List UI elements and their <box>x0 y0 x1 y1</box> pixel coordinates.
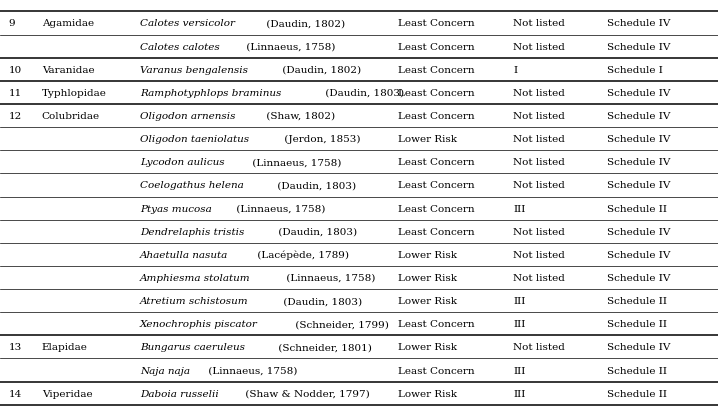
Text: Schedule IV: Schedule IV <box>607 112 670 121</box>
Text: Coelogathus helena: Coelogathus helena <box>140 181 243 190</box>
Text: (Daudin, 1802): (Daudin, 1802) <box>263 19 345 28</box>
Text: Oligodon arnensis: Oligodon arnensis <box>140 112 236 121</box>
Text: Least Concern: Least Concern <box>398 66 475 75</box>
Text: Bungarus caeruleus: Bungarus caeruleus <box>140 342 245 351</box>
Text: Schedule IV: Schedule IV <box>607 158 670 167</box>
Text: (Linnaeus, 1758): (Linnaeus, 1758) <box>249 158 342 167</box>
Text: Lower Risk: Lower Risk <box>398 273 457 282</box>
Text: Schedule I: Schedule I <box>607 66 663 75</box>
Text: Not listed: Not listed <box>513 250 565 259</box>
Text: Varanidae: Varanidae <box>42 66 94 75</box>
Text: 10: 10 <box>9 66 22 75</box>
Text: Elapidae: Elapidae <box>42 342 88 351</box>
Text: 9: 9 <box>9 19 15 28</box>
Text: Least Concern: Least Concern <box>398 181 475 190</box>
Text: Schedule II: Schedule II <box>607 204 667 213</box>
Text: Least Concern: Least Concern <box>398 19 475 28</box>
Text: Ramphotyphlops braminus: Ramphotyphlops braminus <box>140 89 281 97</box>
Text: Schedule IV: Schedule IV <box>607 181 670 190</box>
Text: (Daudin, 1803): (Daudin, 1803) <box>322 89 404 97</box>
Text: Least Concern: Least Concern <box>398 112 475 121</box>
Text: Schedule IV: Schedule IV <box>607 89 670 97</box>
Text: Xenochrophis piscator: Xenochrophis piscator <box>140 320 258 328</box>
Text: (Jerdon, 1853): (Jerdon, 1853) <box>281 135 360 144</box>
Text: Least Concern: Least Concern <box>398 89 475 97</box>
Text: Least Concern: Least Concern <box>398 320 475 328</box>
Text: Ptyas mucosa: Ptyas mucosa <box>140 204 212 213</box>
Text: (Daudin, 1803): (Daudin, 1803) <box>275 227 357 236</box>
Text: Lower Risk: Lower Risk <box>398 250 457 259</box>
Text: Lower Risk: Lower Risk <box>398 135 457 144</box>
Text: Schedule II: Schedule II <box>607 389 667 398</box>
Text: Lower Risk: Lower Risk <box>398 297 457 305</box>
Text: III: III <box>513 297 526 305</box>
Text: Not listed: Not listed <box>513 158 565 167</box>
Text: Schedule IV: Schedule IV <box>607 43 670 52</box>
Text: Not listed: Not listed <box>513 273 565 282</box>
Text: I: I <box>513 66 518 75</box>
Text: Least Concern: Least Concern <box>398 204 475 213</box>
Text: Amphiesma stolatum: Amphiesma stolatum <box>140 273 251 282</box>
Text: (Linnaeus, 1758): (Linnaeus, 1758) <box>205 366 297 375</box>
Text: Typhlopidae: Typhlopidae <box>42 89 106 97</box>
Text: Not listed: Not listed <box>513 227 565 236</box>
Text: Varanus bengalensis: Varanus bengalensis <box>140 66 248 75</box>
Text: Agamidae: Agamidae <box>42 19 94 28</box>
Text: Least Concern: Least Concern <box>398 43 475 52</box>
Text: (Schneider, 1801): (Schneider, 1801) <box>276 342 373 351</box>
Text: (Schneider, 1799): (Schneider, 1799) <box>292 320 389 328</box>
Text: Lower Risk: Lower Risk <box>398 389 457 398</box>
Text: Not listed: Not listed <box>513 19 565 28</box>
Text: (Lacépède, 1789): (Lacépède, 1789) <box>254 250 349 259</box>
Text: Schedule IV: Schedule IV <box>607 273 670 282</box>
Text: Lycodon aulicus: Lycodon aulicus <box>140 158 225 167</box>
Text: (Linnaeus, 1758): (Linnaeus, 1758) <box>283 273 375 282</box>
Text: Schedule II: Schedule II <box>607 366 667 375</box>
Text: Oligodon taeniolatus: Oligodon taeniolatus <box>140 135 249 144</box>
Text: III: III <box>513 366 526 375</box>
Text: III: III <box>513 389 526 398</box>
Text: Least Concern: Least Concern <box>398 227 475 236</box>
Text: III: III <box>513 204 526 213</box>
Text: Not listed: Not listed <box>513 135 565 144</box>
Text: Viperidae: Viperidae <box>42 389 93 398</box>
Text: Schedule IV: Schedule IV <box>607 135 670 144</box>
Text: Not listed: Not listed <box>513 89 565 97</box>
Text: Schedule IV: Schedule IV <box>607 227 670 236</box>
Text: Calotes calotes: Calotes calotes <box>140 43 220 52</box>
Text: Dendrelaphis tristis: Dendrelaphis tristis <box>140 227 244 236</box>
Text: Not listed: Not listed <box>513 112 565 121</box>
Text: Lower Risk: Lower Risk <box>398 342 457 351</box>
Text: III: III <box>513 320 526 328</box>
Text: (Linnaeus, 1758): (Linnaeus, 1758) <box>233 204 325 213</box>
Text: Daboia russelii: Daboia russelii <box>140 389 219 398</box>
Text: 13: 13 <box>9 342 22 351</box>
Text: (Daudin, 1803): (Daudin, 1803) <box>274 181 356 190</box>
Text: Least Concern: Least Concern <box>398 158 475 167</box>
Text: Not listed: Not listed <box>513 342 565 351</box>
Text: Least Concern: Least Concern <box>398 366 475 375</box>
Text: Schedule IV: Schedule IV <box>607 250 670 259</box>
Text: Calotes versicolor: Calotes versicolor <box>140 19 235 28</box>
Text: Schedule II: Schedule II <box>607 320 667 328</box>
Text: Atretium schistosum: Atretium schistosum <box>140 297 248 305</box>
Text: Naja naja: Naja naja <box>140 366 190 375</box>
Text: Schedule II: Schedule II <box>607 297 667 305</box>
Text: (Linnaeus, 1758): (Linnaeus, 1758) <box>243 43 335 52</box>
Text: (Shaw, 1802): (Shaw, 1802) <box>264 112 335 121</box>
Text: Not listed: Not listed <box>513 181 565 190</box>
Text: (Daudin, 1802): (Daudin, 1802) <box>279 66 361 75</box>
Text: Not listed: Not listed <box>513 43 565 52</box>
Text: Schedule IV: Schedule IV <box>607 342 670 351</box>
Text: Ahaetulla nasuta: Ahaetulla nasuta <box>140 250 228 259</box>
Text: Colubridae: Colubridae <box>42 112 100 121</box>
Text: (Shaw & Nodder, 1797): (Shaw & Nodder, 1797) <box>242 389 369 398</box>
Text: 12: 12 <box>9 112 22 121</box>
Text: 11: 11 <box>9 89 22 97</box>
Text: 14: 14 <box>9 389 22 398</box>
Text: Schedule IV: Schedule IV <box>607 19 670 28</box>
Text: (Daudin, 1803): (Daudin, 1803) <box>280 297 363 305</box>
